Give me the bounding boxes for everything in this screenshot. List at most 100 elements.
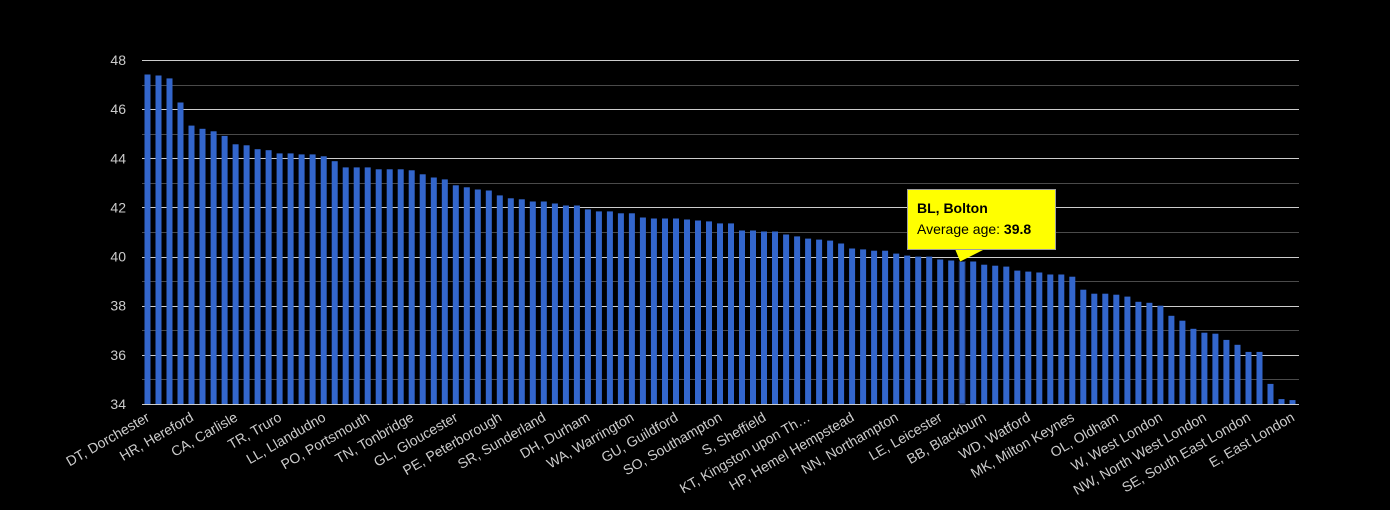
bar[interactable] — [1025, 271, 1032, 404]
bar[interactable] — [1267, 383, 1274, 404]
bar[interactable] — [673, 218, 679, 405]
bar[interactable] — [606, 211, 613, 404]
bar[interactable] — [761, 231, 767, 405]
bar[interactable] — [1036, 272, 1043, 405]
bar[interactable] — [1256, 351, 1263, 404]
bar[interactable] — [695, 220, 701, 405]
bar[interactable] — [375, 169, 382, 404]
bar[interactable] — [243, 145, 250, 405]
bar[interactable] — [320, 156, 327, 404]
bar[interactable] — [650, 218, 657, 405]
bar[interactable] — [1058, 274, 1065, 405]
bar[interactable] — [221, 135, 228, 404]
bar[interactable] — [364, 167, 371, 404]
bar[interactable] — [1069, 276, 1076, 404]
bar[interactable] — [331, 161, 338, 404]
bar[interactable] — [144, 74, 151, 405]
bar[interactable] — [485, 190, 492, 405]
bar[interactable] — [584, 209, 591, 404]
bar[interactable] — [1234, 344, 1241, 404]
bar[interactable] — [441, 179, 448, 404]
bar[interactable] — [893, 253, 900, 404]
bar[interactable] — [551, 203, 558, 405]
bar[interactable] — [706, 221, 712, 404]
bar[interactable] — [871, 250, 878, 404]
bar[interactable] — [210, 131, 217, 405]
bar[interactable] — [1003, 266, 1010, 404]
bar[interactable] — [1080, 289, 1087, 404]
bar[interactable] — [573, 205, 580, 405]
bar[interactable] — [617, 213, 624, 404]
bar[interactable] — [1146, 302, 1153, 404]
bar[interactable] — [1212, 333, 1219, 404]
bar[interactable] — [639, 217, 646, 405]
bar[interactable] — [937, 259, 944, 405]
bar[interactable] — [1047, 274, 1054, 405]
bar[interactable] — [1190, 328, 1197, 404]
bar[interactable] — [1091, 293, 1098, 404]
bar[interactable] — [628, 213, 635, 404]
bar[interactable] — [981, 264, 988, 404]
bar[interactable] — [827, 240, 834, 404]
bar[interactable] — [1102, 293, 1109, 404]
bar[interactable] — [540, 201, 547, 405]
bar[interactable] — [838, 243, 845, 405]
bar[interactable] — [1113, 294, 1120, 404]
bar[interactable] — [1157, 305, 1164, 404]
bar[interactable] — [287, 153, 294, 404]
bar[interactable] — [1245, 351, 1252, 404]
bar[interactable] — [265, 150, 272, 404]
bar[interactable] — [904, 255, 911, 404]
bar[interactable] — [882, 250, 889, 404]
bar[interactable] — [915, 256, 922, 404]
bar[interactable] — [397, 169, 404, 404]
bar[interactable] — [199, 128, 206, 405]
bar[interactable] — [662, 218, 668, 405]
bar[interactable] — [529, 201, 536, 405]
bar[interactable] — [772, 231, 778, 405]
bar[interactable] — [1124, 296, 1131, 404]
bar[interactable] — [155, 75, 162, 405]
bar[interactable] — [970, 261, 977, 405]
bar[interactable] — [794, 236, 801, 404]
bar[interactable] — [992, 265, 999, 404]
bar[interactable] — [452, 185, 459, 404]
bar[interactable] — [430, 177, 437, 405]
bar[interactable] — [750, 230, 756, 405]
bar[interactable] — [739, 230, 745, 405]
bar[interactable] — [507, 198, 514, 404]
bar[interactable] — [805, 238, 812, 404]
bar[interactable] — [1168, 315, 1175, 404]
bar[interactable] — [849, 248, 856, 405]
bar[interactable] — [496, 195, 503, 404]
bar[interactable] — [816, 239, 823, 404]
bar[interactable] — [419, 174, 426, 404]
bar[interactable] — [860, 249, 867, 404]
bar-highlighted[interactable] — [958, 261, 966, 405]
bar[interactable] — [166, 78, 173, 405]
bar[interactable] — [309, 154, 316, 404]
bar[interactable] — [276, 153, 283, 404]
bar[interactable] — [1278, 399, 1285, 404]
bar[interactable] — [717, 223, 723, 404]
bar[interactable] — [254, 149, 261, 404]
bar[interactable] — [1289, 400, 1296, 404]
bar[interactable] — [1201, 332, 1208, 404]
bar[interactable] — [342, 167, 349, 404]
bar[interactable] — [783, 234, 790, 405]
bar[interactable] — [1014, 270, 1021, 404]
bar[interactable] — [684, 219, 690, 405]
bar[interactable] — [1223, 339, 1230, 404]
bar[interactable] — [1135, 301, 1142, 404]
bar[interactable] — [232, 144, 239, 405]
bar[interactable] — [188, 125, 195, 404]
bar[interactable] — [1179, 320, 1186, 404]
bar[interactable] — [728, 223, 734, 404]
bar[interactable] — [386, 169, 393, 404]
bar[interactable] — [408, 170, 415, 404]
bar[interactable] — [518, 199, 525, 404]
bar[interactable] — [926, 256, 933, 404]
bar[interactable] — [595, 211, 602, 404]
bar[interactable] — [177, 102, 184, 405]
bar[interactable] — [474, 189, 481, 405]
